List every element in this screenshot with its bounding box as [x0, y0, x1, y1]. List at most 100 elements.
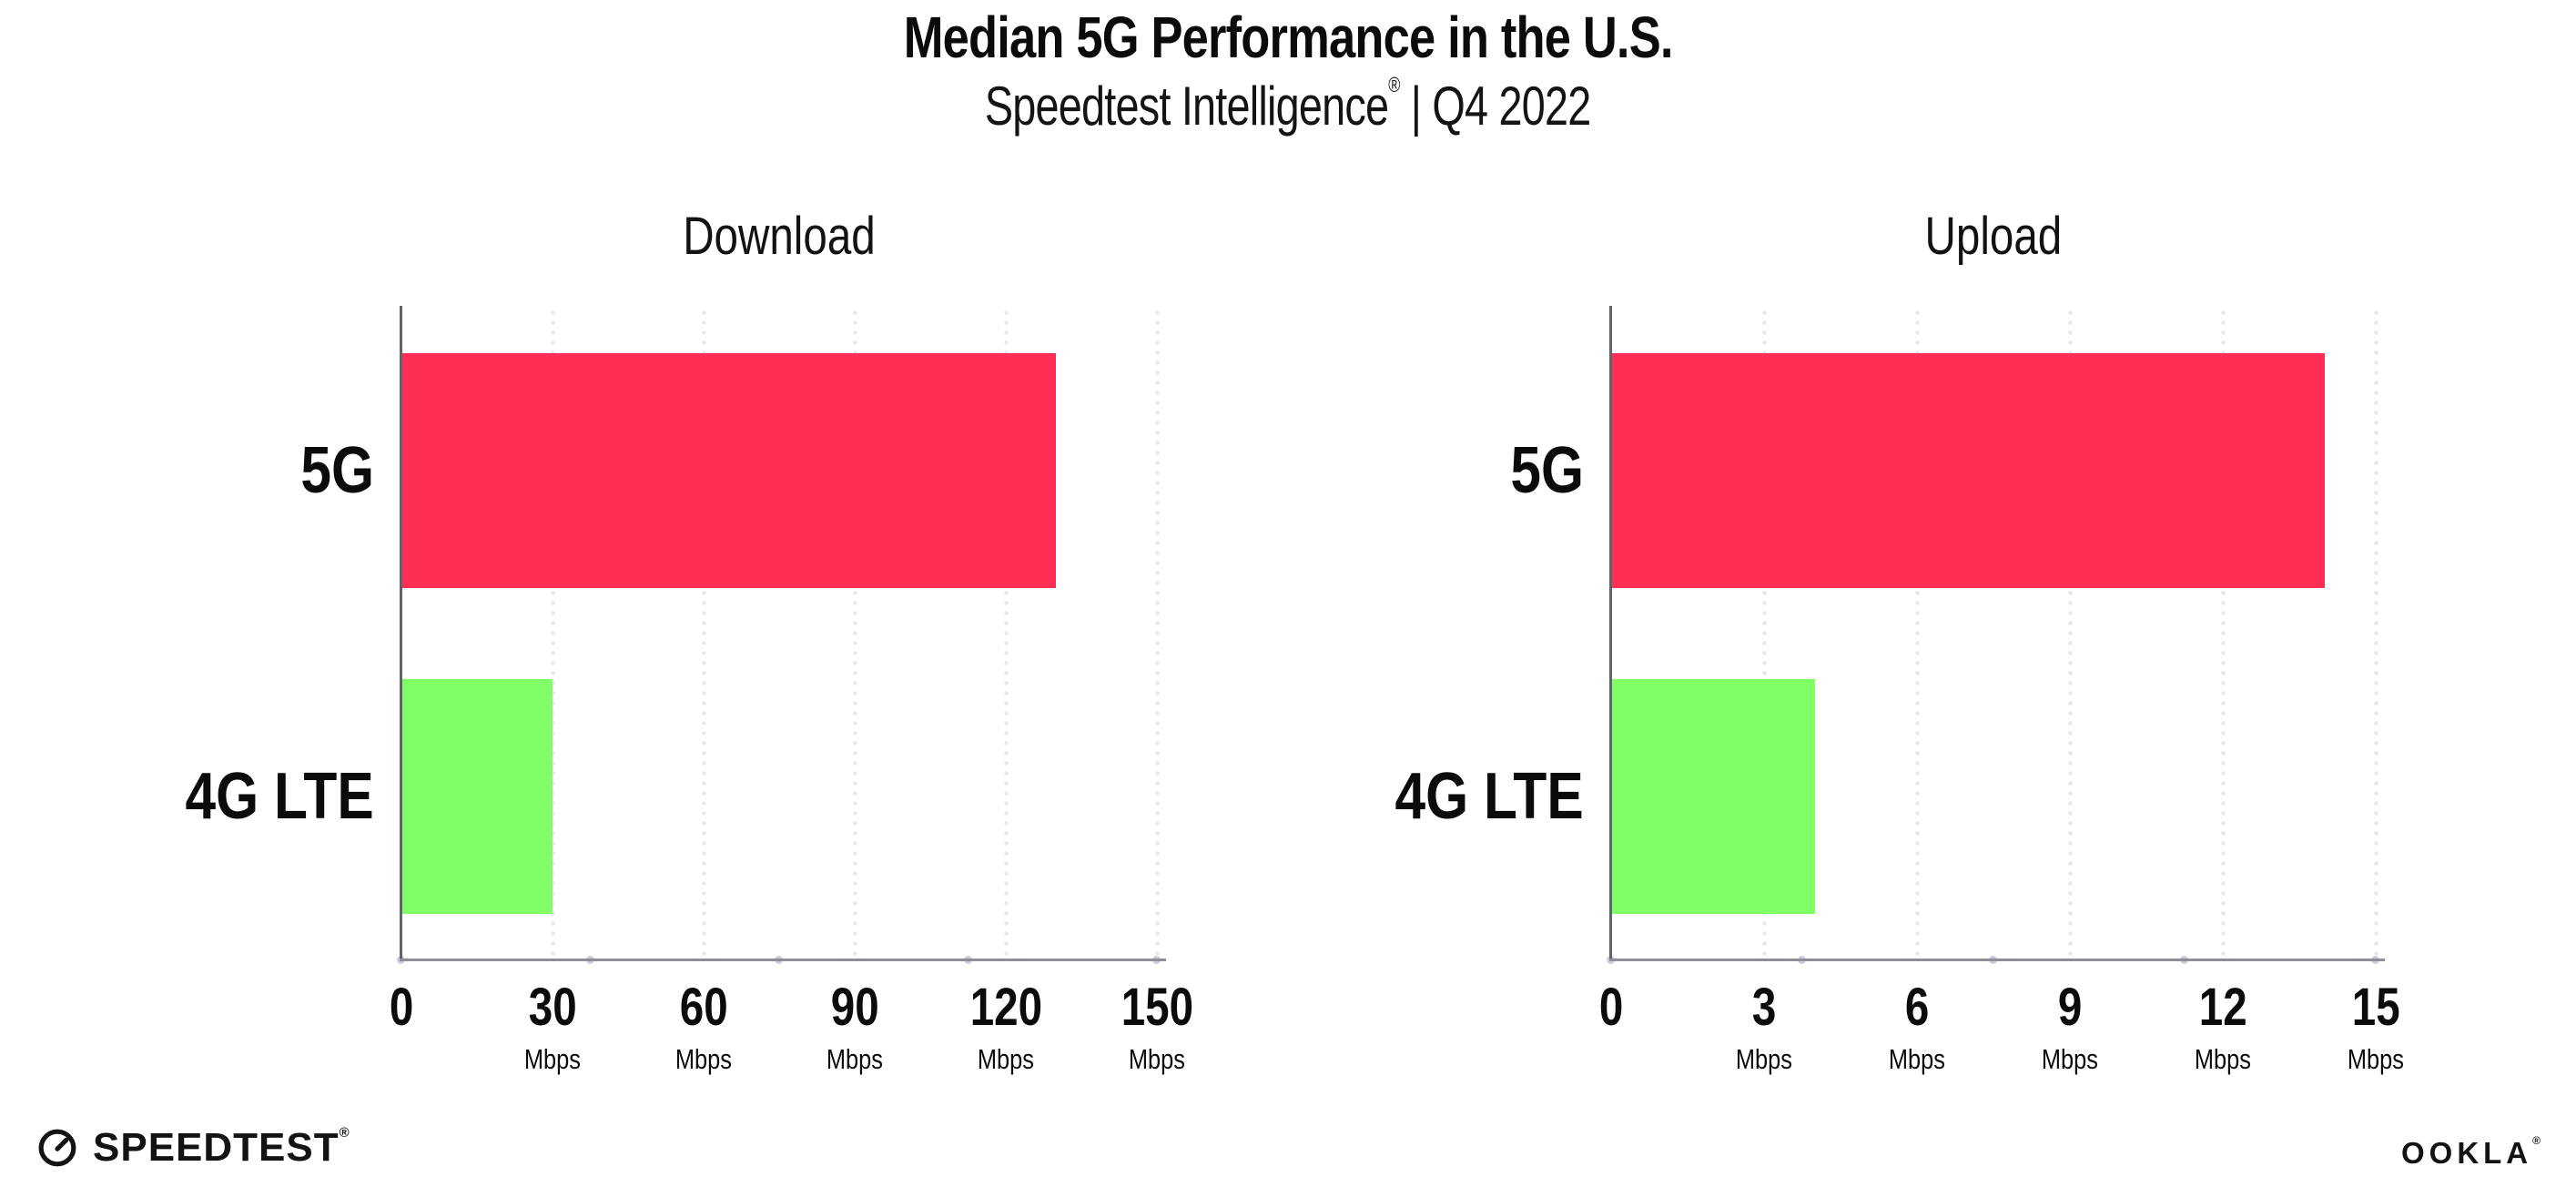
gridline-6: [1915, 308, 1920, 959]
gridline-120: [1004, 308, 1009, 959]
ookla-wordmark: OOKLA: [2400, 1136, 2533, 1170]
x-axis-line: [400, 959, 1166, 961]
x-tick-label: 0: [292, 981, 511, 1034]
category-label-4g-lte: 4G LTE: [149, 764, 374, 829]
bar-4g-lte: [401, 679, 553, 914]
x-tick-unit-text: Mbps: [1128, 1043, 1186, 1075]
x-tick-label: 15: [2267, 981, 2485, 1034]
category-label-text: 4G LTE: [185, 760, 374, 833]
x-tick-unit: Mbps: [897, 1045, 1115, 1073]
x-tick-label-text: 60: [679, 978, 728, 1037]
gridline-9: [2068, 308, 2073, 959]
category-label-5g: 5G: [1496, 438, 1584, 503]
x-tick-label-text: 12: [2198, 978, 2247, 1037]
category-label-5g: 5G: [287, 438, 374, 503]
x-tick-9: 9 Mbps: [1961, 981, 2179, 1074]
page-subtitle: Speedtest Intelligence® | Q4 2022: [0, 74, 2576, 137]
category-label-4g-lte: 4G LTE: [1359, 764, 1584, 829]
speedtest-registered-mark: ®: [339, 1125, 350, 1141]
category-label-text: 5G: [1510, 434, 1584, 507]
bar-5g: [401, 353, 1057, 588]
x-tick-label-text: 90: [830, 978, 879, 1037]
x-tick-30: 30 Mbps: [443, 981, 662, 1074]
x-tick-unit: Mbps: [1961, 1045, 2179, 1073]
x-tick-label-text: 30: [528, 978, 577, 1037]
x-tick-unit: Mbps: [745, 1045, 964, 1073]
gridline-15: [2374, 308, 2378, 959]
x-axis-line: [1609, 959, 2385, 961]
upload-chart-title-text: Upload: [1924, 207, 2063, 266]
x-tick-unit-text: Mbps: [1735, 1043, 1793, 1075]
ookla-logo: OOKLA®: [2400, 1135, 2545, 1170]
speedtest-wordmark: SPEEDTEST: [93, 1125, 340, 1170]
page-subtitle-text: Speedtest Intelligence® | Q4 2022: [985, 74, 1591, 137]
x-tick-unit-text: Mbps: [977, 1043, 1035, 1075]
subtitle-brand: Speedtest Intelligence: [985, 76, 1389, 137]
x-tick-15: 15 Mbps: [2267, 981, 2485, 1075]
x-tick-label: 6: [1808, 981, 2026, 1034]
x-tick-label-text: 0: [1598, 978, 1624, 1037]
category-label-text: 4G LTE: [1394, 760, 1584, 833]
x-tick-unit-text: Mbps: [826, 1043, 884, 1075]
subtitle-period: | Q4 2022: [1399, 76, 1591, 137]
x-tick-unit-text: Mbps: [1888, 1043, 1946, 1075]
x-tick-6: 6 Mbps: [1808, 981, 2026, 1074]
x-tick-unit: Mbps: [594, 1045, 813, 1073]
x-tick-0: 0: [292, 981, 511, 1034]
upload-chart-title: Upload: [1475, 206, 2512, 267]
download-chart-title-text: Download: [683, 207, 876, 266]
x-tick-label: 120: [897, 981, 1115, 1034]
x-tick-90: 90 Mbps: [745, 981, 964, 1074]
x-tick-label-text: 9: [2057, 978, 2083, 1037]
x-tick-3: 3 Mbps: [1655, 981, 1873, 1074]
x-tick-label-text: 6: [1904, 978, 1930, 1037]
x-tick-150: 150 Mbps: [1048, 981, 1266, 1074]
x-tick-60: 60 Mbps: [594, 981, 813, 1074]
x-tick-label: 9: [1961, 981, 2179, 1034]
x-tick-unit: Mbps: [1655, 1045, 1873, 1073]
x-tick-label-text: 0: [389, 978, 414, 1037]
x-tick-unit: Mbps: [1048, 1045, 1266, 1073]
x-tick-label: 0: [1502, 981, 1720, 1034]
gridline-3: [1762, 308, 1767, 959]
x-tick-label: 150: [1048, 981, 1266, 1034]
speedtest-logo-text: SPEEDTEST®: [93, 1125, 350, 1170]
x-tick-label-text: 3: [1751, 978, 1777, 1037]
gridline-12: [2221, 308, 2226, 959]
x-tick-unit-text: Mbps: [2347, 1043, 2405, 1075]
speedtest-logo: SPEEDTEST®: [36, 1125, 350, 1170]
gridline-150: [1155, 308, 1160, 959]
x-tick-unit: Mbps: [1808, 1045, 2026, 1073]
x-tick-label: 60: [594, 981, 813, 1034]
gridline-60: [702, 308, 706, 959]
x-tick-unit-text: Mbps: [674, 1043, 733, 1075]
bar-5g: [1611, 353, 2325, 588]
subtitle-registered-mark: ®: [1388, 72, 1401, 96]
x-tick-label: 90: [745, 981, 964, 1034]
x-tick-0: 0: [1502, 981, 1720, 1034]
bar-4g-lte: [1611, 679, 1815, 914]
x-tick-12: 12 Mbps: [2114, 978, 2332, 1074]
upload-chart: Upload 0 3 Mbps 6 Mbps 9 Mbps 12 Mbps 15 Mbps 5G 4G …: [1395, 207, 2404, 1073]
download-chart-title: Download: [265, 206, 1293, 267]
report-header: Median 5G Performance in the U.S. Speedt…: [0, 0, 2576, 135]
x-tick-label-text: 150: [1121, 978, 1193, 1037]
x-tick-label-text: 120: [969, 978, 1042, 1037]
category-label-text: 5G: [300, 434, 374, 507]
x-tick-unit-text: Mbps: [523, 1043, 582, 1075]
x-tick-unit-text: Mbps: [2194, 1043, 2252, 1075]
x-tick-unit: Mbps: [2114, 1045, 2332, 1073]
y-axis-line: [1609, 306, 1612, 961]
x-tick-label-text: 15: [2351, 978, 2400, 1037]
download-chart: Download 0 30 Mbps 60 Mbps 90 Mbps 120 Mbps 150 Mb…: [186, 207, 1193, 1073]
y-axis-line: [400, 306, 402, 961]
page-title: Median 5G Performance in the U.S.: [0, 5, 2576, 70]
x-tick-label: 3: [1655, 981, 1873, 1034]
ookla-registered-mark: ®: [2532, 1134, 2545, 1147]
page-title-text: Median 5G Performance in the U.S.: [903, 5, 1674, 70]
gridline-30: [551, 308, 555, 959]
x-tick-label: 30: [443, 981, 662, 1034]
x-tick-unit: Mbps: [443, 1045, 662, 1073]
gridline-90: [853, 308, 857, 959]
